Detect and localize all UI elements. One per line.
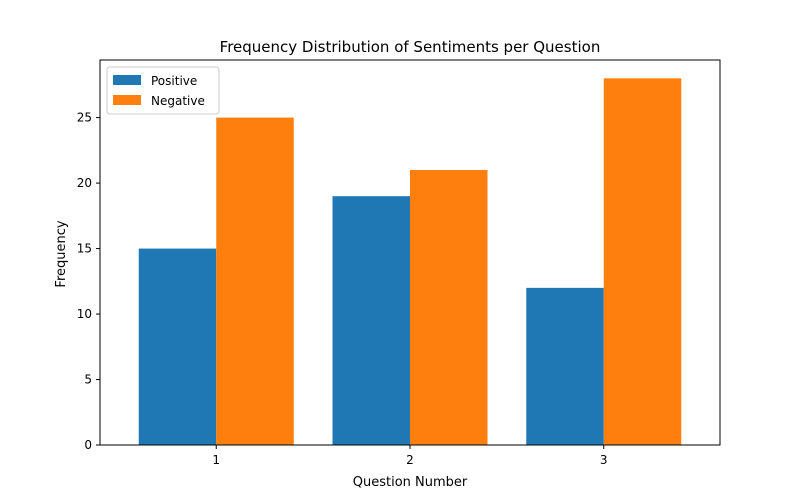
y-tick-label: 15	[77, 242, 92, 256]
chart-title: Frequency Distribution of Sentiments per…	[220, 38, 601, 56]
legend-swatch-positive	[113, 75, 141, 85]
bar-negative-3	[603, 78, 682, 445]
bar-positive-1	[138, 248, 217, 445]
legend-label-negative: Negative	[151, 94, 205, 108]
x-tick-label: 1	[212, 453, 220, 467]
y-tick-label: 25	[77, 111, 92, 125]
y-tick-label: 0	[84, 438, 92, 452]
y-tick-label: 20	[77, 176, 92, 190]
x-axis-label: Question Number	[353, 475, 468, 490]
bar-positive-2	[332, 196, 410, 445]
x-tick-label: 2	[406, 453, 414, 467]
x-tick-label: 3	[600, 453, 608, 467]
legend: Positive Negative	[106, 66, 220, 115]
bar-negative-1	[216, 117, 294, 445]
y-axis-label: Frequency	[54, 220, 69, 287]
y-tick-label: 10	[77, 307, 92, 321]
bars-layer	[138, 78, 682, 445]
legend-swatch-negative	[113, 95, 141, 105]
legend-label-positive: Positive	[151, 74, 197, 88]
axes-layer: 0 5 10 15 20 25 1 2 3	[77, 59, 721, 467]
bar-positive-3	[526, 287, 604, 445]
bar-negative-2	[410, 170, 488, 445]
y-tick-label: 5	[84, 373, 92, 387]
